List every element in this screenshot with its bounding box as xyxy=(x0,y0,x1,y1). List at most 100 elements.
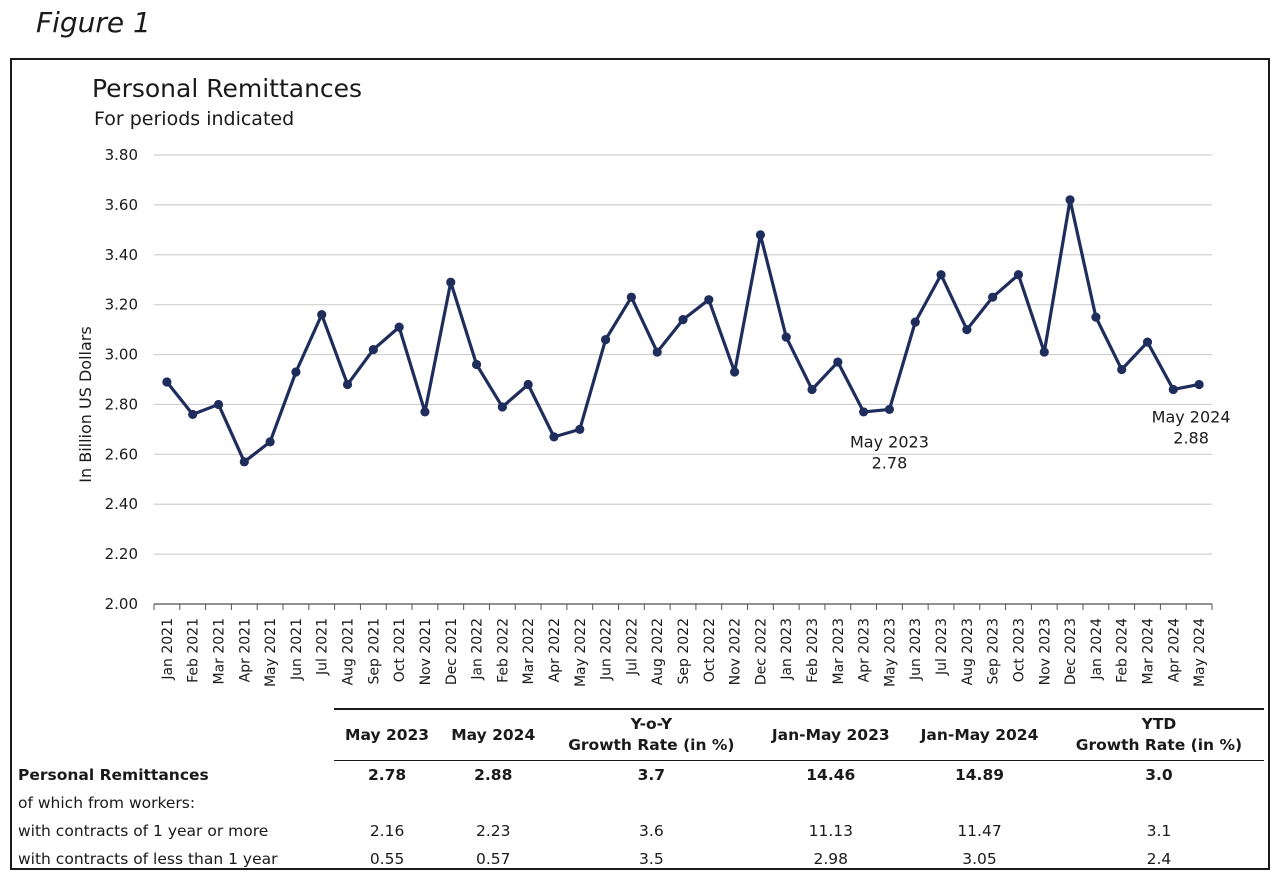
data-point xyxy=(1117,364,1127,375)
data-point xyxy=(652,347,662,357)
x-tick-label: May 2021 xyxy=(263,618,279,687)
x-tick-label: Sep 2022 xyxy=(676,618,692,684)
x-tick-label: Dec 2022 xyxy=(753,618,769,685)
table-row: of which from workers: xyxy=(14,789,1264,817)
y-axis-ticks: 2.00 2.20 2.40 2.60 2.80 3.00 3.20 3.40 3.60 3.80 xyxy=(105,146,138,613)
x-tick-label: Apr 2022 xyxy=(547,618,563,682)
x-tick-label: Apr 2023 xyxy=(857,618,873,682)
data-point xyxy=(394,322,404,332)
y-tick-label: 3.80 xyxy=(105,146,138,164)
data-point xyxy=(988,292,998,302)
x-tick-label: Jul 2021 xyxy=(315,618,331,676)
x-tick-label: Jan 2022 xyxy=(470,618,486,681)
x-tick-label: May 2024 xyxy=(1192,618,1208,687)
annotation-label: May 2024 xyxy=(1152,407,1231,426)
y-tick-label: 2.20 xyxy=(105,545,138,563)
x-tick-label: Jun 2022 xyxy=(599,618,615,681)
row-label: Personal Remittances xyxy=(18,765,209,784)
table-cell xyxy=(334,789,440,817)
annotation-value: 2.88 xyxy=(1173,428,1209,447)
x-tick-label: Oct 2021 xyxy=(392,618,408,682)
figure-frame xyxy=(10,58,1270,870)
x-tick-label: Sep 2023 xyxy=(986,618,1002,684)
chart-title: Personal Remittances xyxy=(92,74,363,103)
data-point xyxy=(678,315,688,325)
table-header-row: May 2023 May 2024 Y-o-Y Growth Rate (in %) J… xyxy=(14,708,1264,761)
x-tick-label: Mar 2023 xyxy=(831,618,847,685)
table-header-cell: May 2024 xyxy=(440,708,547,761)
x-tick-label: Nov 2021 xyxy=(418,618,434,685)
summary-table: May 2023 May 2024 Y-o-Y Growth Rate (in %) J… xyxy=(14,708,1264,873)
table-header-blank xyxy=(14,709,334,761)
data-point xyxy=(962,325,972,335)
table-cell: 14.89 xyxy=(954,766,1005,784)
table-cell: 2.16 xyxy=(369,822,405,840)
data-point xyxy=(549,432,559,442)
x-tick-label: Feb 2021 xyxy=(186,618,202,683)
x-tick-label: Sep 2021 xyxy=(366,618,382,684)
x-tick-label: Apr 2021 xyxy=(237,618,253,682)
table-row: Personal Remittances 2.78 2.88 3.7 14.46 14.8… xyxy=(14,761,1264,790)
x-tick-label: Dec 2021 xyxy=(444,618,460,685)
data-point xyxy=(162,377,172,387)
x-tick-label: Feb 2022 xyxy=(495,618,511,683)
table-cell: 0.55 xyxy=(369,850,405,868)
x-tick-label: Jan 2023 xyxy=(779,618,795,681)
table-header-cell: Jan-May 2023 xyxy=(756,708,906,761)
data-point xyxy=(420,407,430,417)
data-point xyxy=(446,277,456,287)
data-point xyxy=(239,457,249,467)
data-point xyxy=(188,409,198,420)
y-tick-label: 3.60 xyxy=(105,196,138,214)
row-label: with contracts of 1 year or more xyxy=(18,822,269,840)
x-tick-label: Aug 2022 xyxy=(650,618,666,685)
row-label: of which from workers: xyxy=(18,794,196,812)
data-point xyxy=(265,437,275,447)
table-cell: 0.57 xyxy=(475,850,511,868)
chart-subtitle: For periods indicated xyxy=(94,108,295,130)
series-points xyxy=(162,195,1204,467)
x-tick-label: Nov 2022 xyxy=(728,618,744,685)
table-cell: 11.13 xyxy=(808,822,853,840)
x-tick-label: Jun 2023 xyxy=(908,618,924,681)
data-point xyxy=(575,424,585,434)
annotations: May 2023 2.78 May 2024 2.88 xyxy=(850,407,1231,472)
data-point xyxy=(368,344,378,355)
data-point xyxy=(833,357,843,367)
table-header-cell: Jan-May 2024 xyxy=(905,708,1054,761)
table-row: with contracts of 1 year or more 2.16 2.23… xyxy=(14,817,1264,845)
table-cell: 2.4 xyxy=(1146,850,1172,868)
table-cell: 11.47 xyxy=(957,822,1002,840)
x-tick-label: Mar 2024 xyxy=(1140,618,1156,685)
x-tick-label: Jul 2022 xyxy=(624,618,640,676)
table-cell: 2.78 xyxy=(367,766,407,784)
table-cell: 2.23 xyxy=(475,822,511,840)
x-tick-label: May 2023 xyxy=(882,618,898,687)
data-point xyxy=(1194,379,1204,390)
gridlines xyxy=(154,154,1212,605)
data-point xyxy=(1168,384,1178,395)
x-tick-label: Jan 2024 xyxy=(1089,618,1105,681)
x-tick-label: Nov 2023 xyxy=(1037,618,1053,685)
y-tick-label: 2.40 xyxy=(105,495,138,513)
table-cell xyxy=(1054,789,1264,817)
row-label: with contracts of less than 1 year xyxy=(18,850,278,868)
x-tick-label: Aug 2021 xyxy=(341,618,357,685)
data-point xyxy=(471,359,482,370)
y-tick-label: 2.00 xyxy=(105,595,138,613)
data-point xyxy=(1065,195,1075,205)
data-point xyxy=(730,367,740,377)
data-point xyxy=(910,317,920,327)
x-tick-label: Mar 2021 xyxy=(212,618,228,685)
table-cell: 2.98 xyxy=(813,850,849,868)
y-tick-label: 3.00 xyxy=(105,346,138,364)
data-point xyxy=(755,230,766,240)
data-point xyxy=(781,332,791,342)
x-tick-label: Jan 2021 xyxy=(160,618,176,681)
x-tick-label: Apr 2024 xyxy=(1166,618,1182,682)
x-axis xyxy=(153,603,1213,610)
table-cell: 3.6 xyxy=(639,822,664,840)
data-point xyxy=(213,399,224,410)
series-line xyxy=(165,198,1200,464)
